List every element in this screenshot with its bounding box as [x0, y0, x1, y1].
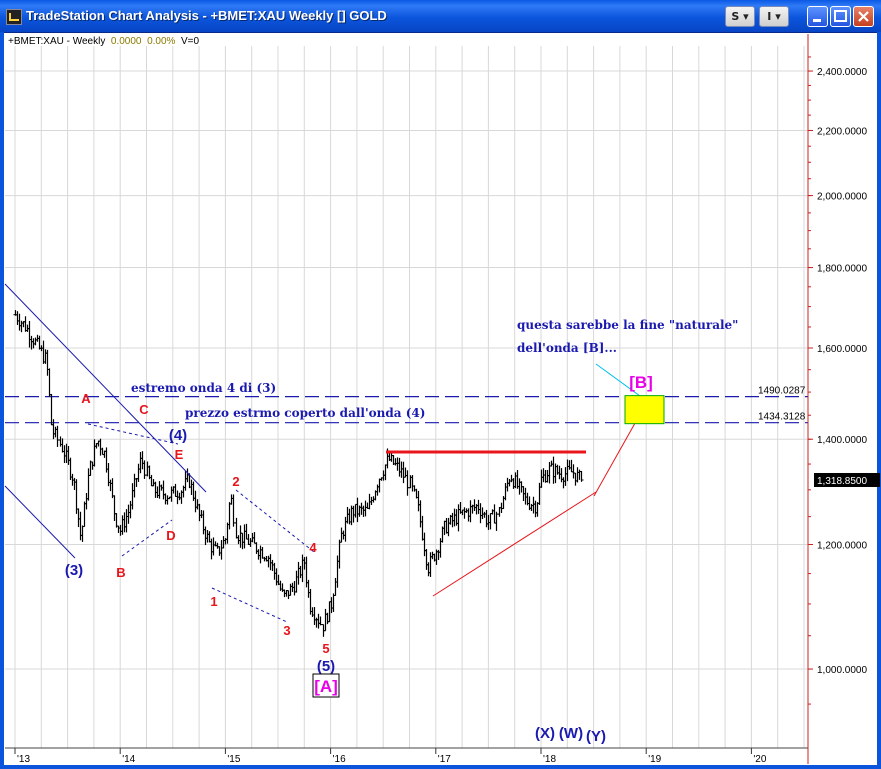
symbol-status-line: +BMET:XAU - Weekly 0.0000 0.00% V=0 [8, 36, 199, 47]
y-tick-label: 1,000.0000 [817, 665, 867, 676]
title-bar[interactable]: TradeStation Chart Analysis - +BMET:XAU … [0, 0, 881, 33]
y-tick-label: 2,200.0000 [817, 126, 867, 137]
last-price-box [814, 472, 880, 487]
close-icon [858, 11, 869, 22]
wave-label-blue: (3) [65, 562, 83, 579]
change-percent: 0.00% [147, 36, 176, 47]
wave-label-blue: (4) [169, 427, 187, 444]
minimize-button[interactable] [807, 6, 828, 27]
level-note-covered-price: prezzo estrmo coperto dall'onda (4) [185, 406, 425, 420]
x-tick-label: '16 [333, 754, 346, 765]
wave-label-red: 3 [283, 623, 290, 638]
price-bar [579, 470, 584, 482]
window-frame-bottom [0, 765, 881, 769]
maximize-button[interactable] [830, 6, 851, 27]
wave-label-red: A [81, 391, 91, 406]
target-note-line-1: questa sarebbe la fine "naturale" [517, 318, 738, 332]
target-note-line-2: dell'onda [B]... [517, 341, 617, 355]
callout-pointer-line [595, 363, 641, 397]
wave-label-blue: (X) [535, 725, 555, 742]
wave-label-magenta: [B] [629, 373, 653, 392]
y-tick-label: 1,200.0000 [817, 541, 867, 552]
chevron-down-icon: ▾ [775, 10, 781, 23]
level-value-label: 1490.0287 [758, 386, 806, 397]
channel-upper-line [4, 283, 207, 493]
level-note-extreme-wave-4: estremo onda 4 di (3) [131, 381, 276, 395]
trendlines [4, 283, 665, 623]
last-price-label: 1,318.8500 [817, 476, 867, 487]
wave-label-red: 2 [232, 474, 239, 489]
x-tick-label: '13 [17, 754, 30, 765]
wave-label-red: 5 [322, 641, 329, 656]
level-value-label: 1434.3128 [758, 412, 806, 423]
price-bars [13, 310, 584, 637]
window-title: TradeStation Chart Analysis - +BMET:XAU … [26, 8, 387, 23]
x-tick-label: '19 [648, 754, 661, 765]
chevron-down-icon: ▾ [743, 10, 749, 23]
rising-support-line [432, 491, 597, 597]
target-zone-box [624, 395, 665, 425]
wave-label-red: E [175, 447, 184, 462]
wave-label-magenta: [A] [314, 677, 338, 696]
window-frame-left [0, 32, 4, 769]
wave-triangle-lower-line [121, 519, 173, 557]
wave-channel-lower-line [211, 587, 288, 623]
wave-label-box [312, 673, 340, 698]
x-tick-label: '18 [543, 754, 556, 765]
volume-value: V=0 [180, 36, 200, 47]
maximize-icon [834, 10, 847, 22]
y-tick-label: 1,800.0000 [817, 264, 867, 275]
wave-label-red: 4 [309, 540, 317, 555]
x-tick-label: '14 [122, 754, 135, 765]
insert-menu-label: I [767, 10, 772, 23]
y-tick-label: 1,400.0000 [817, 435, 867, 446]
y-tick-label: 2,000.0000 [817, 192, 867, 203]
wave-label-blue: (W) [559, 725, 583, 742]
wave-label-red: C [139, 402, 149, 417]
wave-channel-upper-line [235, 489, 315, 553]
chart-app-icon[interactable] [6, 9, 22, 25]
close-button[interactable] [853, 6, 874, 27]
wave-label-red: 1 [210, 594, 217, 609]
window-frame-right [877, 32, 881, 769]
wave-label-blue: (5) [317, 658, 335, 675]
wave-label-blue: (Y) [586, 728, 606, 745]
chart-annotations: estremo onda 4 di (3) prezzo estrmo coper… [65, 318, 739, 745]
last-value: 0.0000 [110, 36, 142, 47]
symbol-label: +BMET:XAU - Weekly [8, 36, 106, 47]
wave-label-red: B [116, 565, 125, 580]
chart-axes: 2,400.0000 2,200.0000 2,000.0000 1,800.0000… [5, 34, 880, 765]
x-tick-label: '20 [753, 754, 766, 765]
y-tick-label: 2,400.0000 [817, 67, 867, 78]
insert-menu-button[interactable]: I ▾ [759, 6, 789, 27]
style-menu-button[interactable]: S ▾ [725, 6, 755, 27]
y-tick-label: 1,600.0000 [817, 344, 867, 355]
x-tick-label: '15 [227, 754, 240, 765]
x-tick-label: '17 [438, 754, 451, 765]
minimize-icon [813, 19, 821, 22]
style-menu-label: S [731, 10, 740, 23]
channel-lower-line [4, 485, 76, 559]
wave-label-red: D [166, 528, 175, 543]
